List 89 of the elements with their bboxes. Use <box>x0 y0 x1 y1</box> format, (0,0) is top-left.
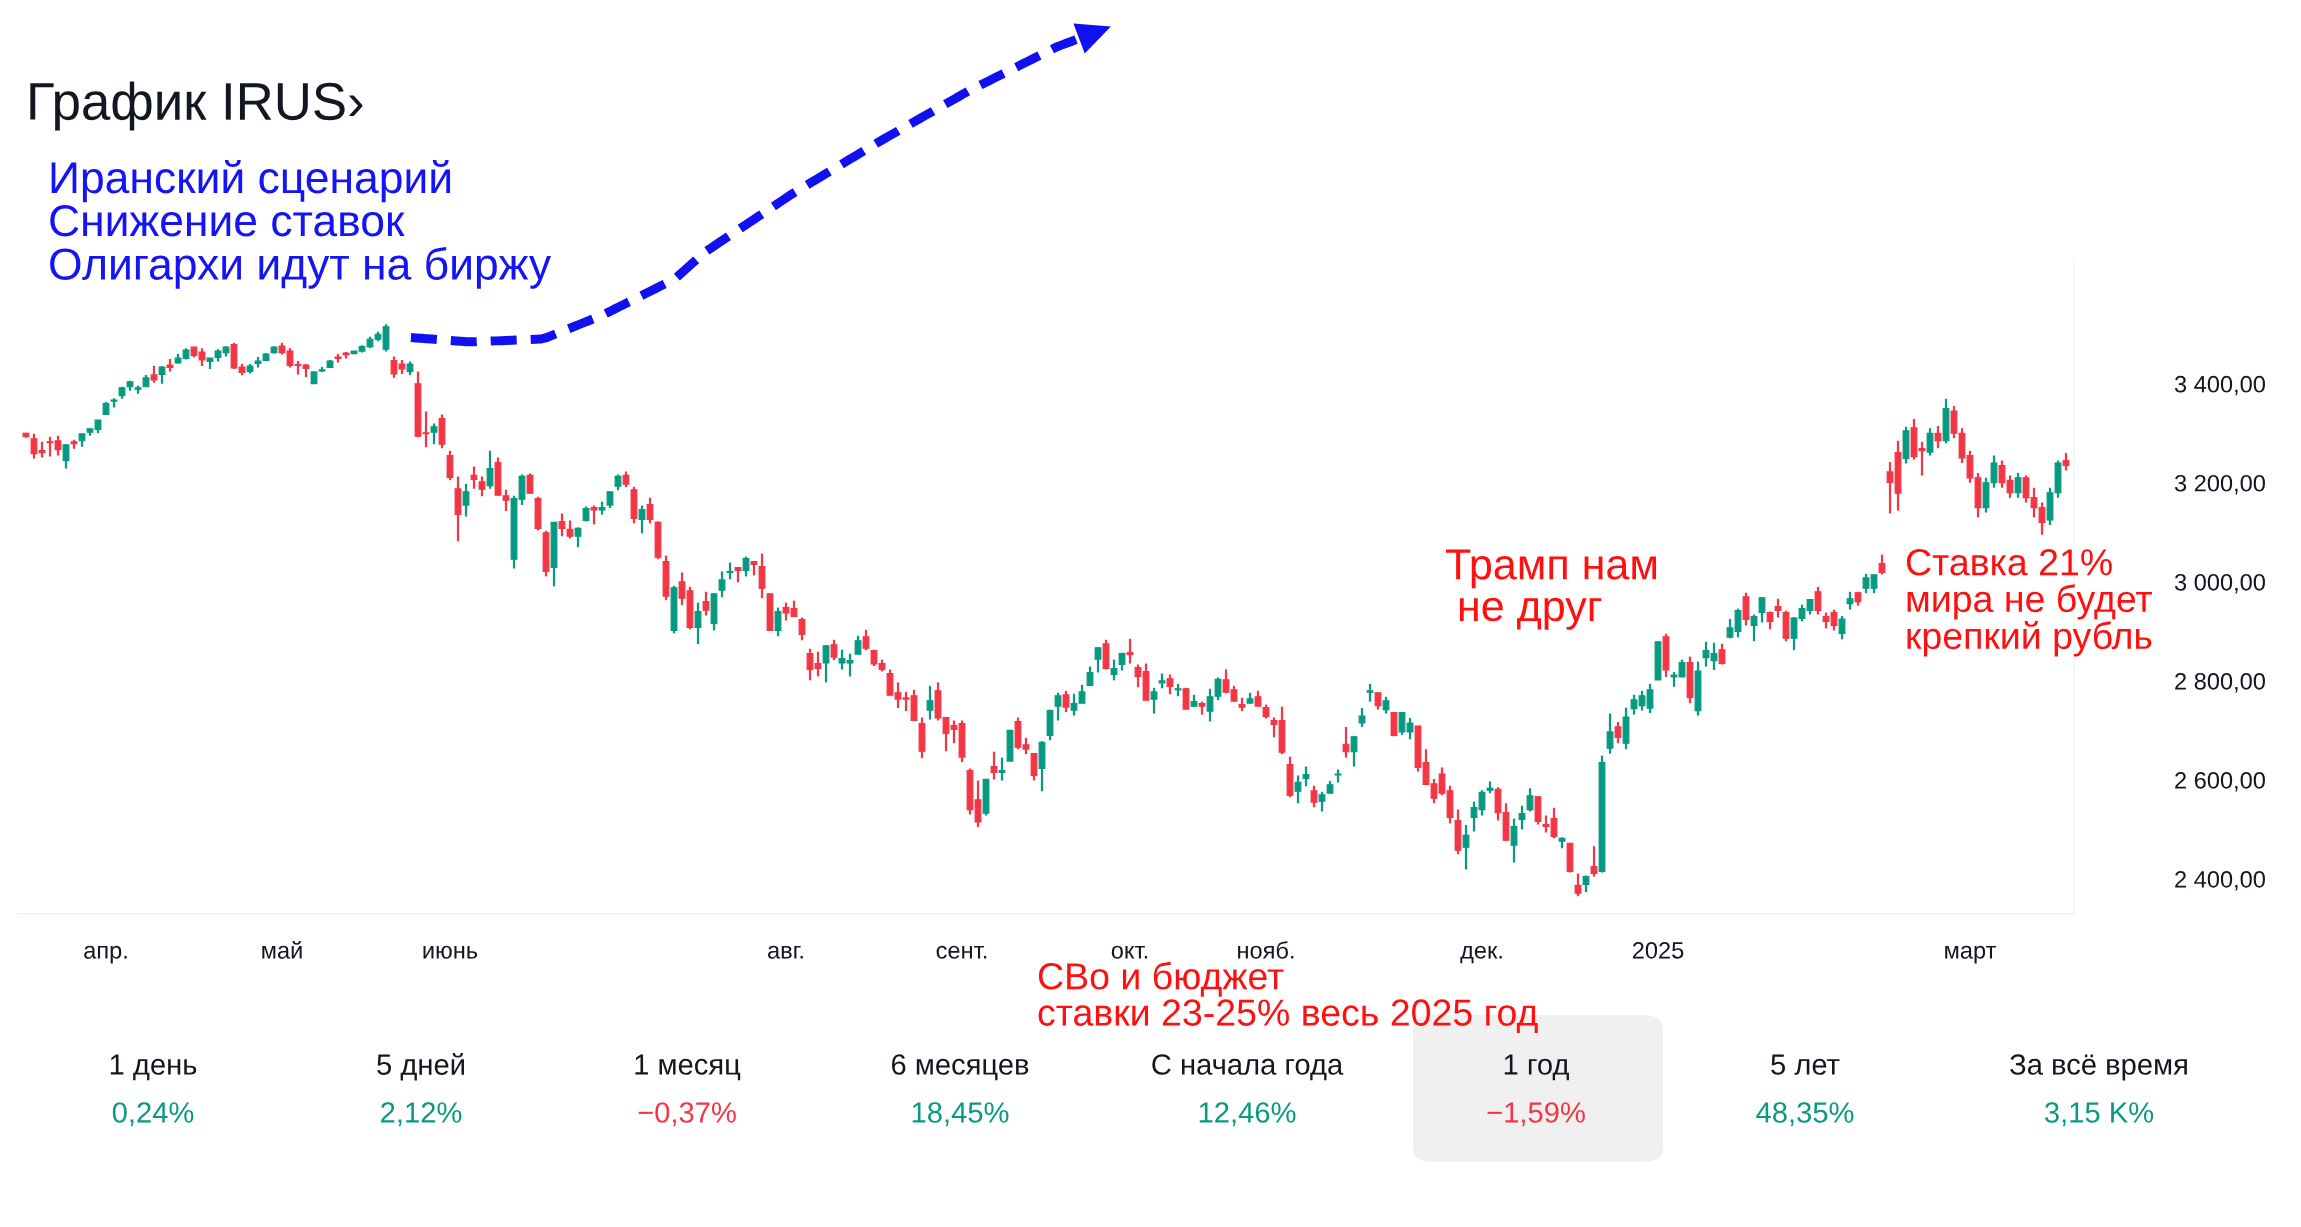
text: 18,45% <box>912 1102 1009 1127</box>
candlestick <box>1030 752 1038 782</box>
candlestick <box>590 504 598 526</box>
annotation: Ставка 21% мира не будет крепкий рубль <box>1906 548 2152 657</box>
candlestick <box>1366 682 1374 703</box>
candlestick <box>1654 640 1662 681</box>
x-tick-label: 2025 <box>1632 942 1684 959</box>
y-tick-label: 3 400,00 <box>2174 375 2265 396</box>
candlestick <box>998 756 1006 782</box>
candlestick <box>1006 729 1014 763</box>
candlestick <box>1486 780 1494 795</box>
candlestick <box>1126 637 1134 665</box>
text: 2,12% <box>381 1102 462 1127</box>
candlestick <box>62 443 70 470</box>
candlestick <box>1318 790 1326 813</box>
text: 5 дней <box>377 1053 464 1081</box>
y-tick-label: 2 600,00 <box>2175 771 2265 792</box>
candlestick <box>150 364 158 384</box>
x-tick-label: апр. <box>84 945 127 964</box>
x-tick-label: сент. <box>936 945 987 959</box>
text: 1 месяц <box>635 1054 741 1081</box>
candlestick <box>1606 712 1614 755</box>
annotation: Трамп нам не друг <box>1445 549 1656 630</box>
x-tick-label: авг. <box>768 945 803 959</box>
candlestick <box>126 379 134 392</box>
candlestick <box>22 431 30 439</box>
text: 0,24% <box>112 1102 194 1127</box>
candlestick <box>1566 842 1574 874</box>
text: За всё время <box>2010 1054 2187 1081</box>
candlestick <box>766 592 774 632</box>
candlestick <box>1086 665 1094 687</box>
candlestick <box>1166 673 1174 696</box>
candlestick <box>1358 707 1366 729</box>
candlestick <box>1846 590 1854 611</box>
candlestick <box>526 472 534 495</box>
chart-title: График IRUS› <box>30 81 363 131</box>
text: 1 день <box>110 1054 197 1081</box>
x-tick-label: июнь <box>423 945 478 959</box>
candlestick <box>926 684 934 721</box>
text: 48,35% <box>1756 1102 1854 1127</box>
candlestick <box>1062 689 1070 714</box>
candlestick <box>1182 686 1190 711</box>
candlestick <box>430 422 438 446</box>
x-tick-label: март <box>1945 945 1996 964</box>
candlestick <box>718 570 726 599</box>
candlestick <box>1374 691 1382 711</box>
candlestick <box>1622 706 1630 751</box>
candlestick <box>1094 646 1102 674</box>
y-tick-label: 3 000,00 <box>2174 573 2265 594</box>
text: −0,37% <box>638 1102 736 1127</box>
candlestick <box>822 644 830 684</box>
text: 12,46% <box>1199 1102 1296 1127</box>
y-tick-label: 2 400,00 <box>2175 871 2265 891</box>
candlestick <box>342 350 350 360</box>
candlestick <box>1158 672 1166 690</box>
candlestick <box>462 482 470 518</box>
candlestick <box>702 590 710 617</box>
candlestick <box>862 628 870 652</box>
x-tick-label: окт. <box>1111 945 1148 959</box>
candlestick <box>1838 614 1846 641</box>
candlestick <box>1054 691 1062 722</box>
candlestick <box>1150 686 1158 715</box>
text: 5 лет <box>1771 1054 1840 1075</box>
x-tick-label: дек. <box>1460 945 1502 964</box>
y-tick-label: 3 200,00 <box>2174 474 2265 495</box>
candlestick <box>1758 596 1766 624</box>
candlestick <box>830 638 838 662</box>
candlestick <box>158 364 166 385</box>
x-tick-label: нояб. <box>1238 941 1294 959</box>
candlestick <box>78 432 86 448</box>
y-tick-label: 2 800,00 <box>2175 672 2265 693</box>
candlestick <box>598 500 606 516</box>
candlestick <box>70 438 78 450</box>
candlestick <box>110 397 118 409</box>
candlestick <box>1662 632 1670 679</box>
candlestick <box>854 634 862 656</box>
candlestick <box>1310 784 1318 809</box>
text: 1 год <box>1504 1054 1569 1081</box>
text: С начала года <box>1152 1054 1344 1081</box>
annotation: Иранский сценарий Снижение ставок Олигархи идут на биржу <box>50 160 552 289</box>
text: 6 месяцев <box>891 1054 1029 1081</box>
text: −1,59% <box>1487 1102 1585 1127</box>
candlestick <box>270 345 278 355</box>
x-tick-label: май <box>262 940 302 959</box>
candlestick <box>1614 720 1622 745</box>
text: 3,15 K% <box>2044 1102 2154 1127</box>
candlestick <box>478 475 486 498</box>
candlestick <box>1390 711 1398 738</box>
candlestick <box>1198 700 1206 716</box>
